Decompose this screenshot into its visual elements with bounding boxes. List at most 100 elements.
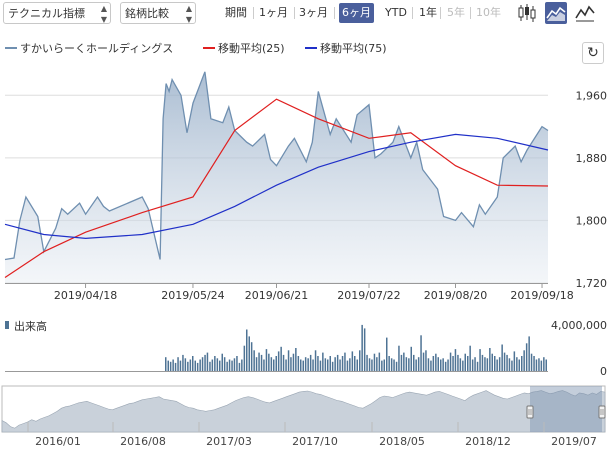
volume-bar — [523, 350, 525, 371]
volume-bar — [496, 359, 498, 371]
volume-bar — [246, 329, 248, 371]
volume-bar — [280, 346, 282, 371]
volume-bar — [226, 361, 228, 371]
period-3m[interactable]: 3ヶ月 — [299, 6, 328, 19]
price-y-axis: 1,720 1,800 1,880 1,960 — [576, 89, 608, 290]
navigator-tick-label: 2016/08 — [120, 435, 166, 448]
volume-bar — [511, 360, 513, 371]
volume-bar — [327, 359, 329, 371]
volume-bar — [513, 351, 516, 371]
volume-bar — [307, 358, 309, 371]
volume-bar — [300, 359, 302, 371]
period-1m[interactable]: 1ヶ月 — [259, 6, 288, 19]
volume-bar — [486, 358, 489, 371]
volume-bar — [363, 328, 366, 371]
ma75-legend-label: 移動平均(75) — [320, 41, 387, 55]
volume-bar — [432, 356, 435, 371]
period-5y: 5年 — [447, 6, 465, 19]
volume-bar — [528, 336, 530, 371]
volume-bar — [354, 356, 356, 371]
volume-bar — [194, 360, 196, 371]
volume-bar — [277, 351, 280, 371]
volume-bar — [366, 354, 368, 371]
volume-bar — [192, 356, 194, 371]
period-divider — [253, 7, 254, 19]
volume-bar — [206, 352, 209, 371]
volume-bar — [457, 354, 459, 371]
period-10y: 10年 — [476, 6, 501, 19]
volume-bar — [444, 361, 447, 371]
price-area — [5, 71, 548, 283]
volume-bar — [494, 356, 496, 371]
volume-bar — [408, 358, 410, 371]
volume-bar — [393, 359, 395, 371]
volume-bar — [199, 359, 201, 371]
volume-bar — [216, 358, 219, 371]
volume-tick-label: 0 — [600, 365, 607, 378]
x-tick-label: 2019/08/20 — [424, 289, 487, 302]
volume-bar — [467, 356, 469, 371]
candlestick-icon[interactable] — [516, 2, 538, 24]
period-divider — [294, 7, 295, 19]
volume-bar — [312, 359, 314, 371]
volume-bar — [425, 350, 427, 371]
volume-bar — [250, 342, 253, 371]
area-chart-icon[interactable] — [545, 2, 567, 24]
volume-bar — [533, 356, 535, 371]
volume-bar — [263, 359, 265, 371]
navigator-tick-label: 2017/10 — [292, 435, 338, 448]
volume-bar — [182, 354, 184, 371]
volume-bar — [356, 359, 358, 371]
stock-compare-select[interactable]: 銘柄比較 ▲ ▼ — [120, 2, 196, 24]
volume-bar — [287, 350, 290, 371]
volume-bar — [540, 360, 543, 371]
volume-bar — [179, 360, 182, 371]
select-arrows-icon: ▲ ▼ — [185, 4, 192, 24]
ma75-legend[interactable]: 移動平均(75) — [305, 41, 387, 55]
volume-bar — [383, 359, 385, 371]
volume-bar — [268, 353, 270, 371]
volume-bar — [464, 353, 466, 371]
line-chart-icon[interactable] — [574, 2, 596, 24]
volume-bar — [538, 358, 540, 371]
volume-bar — [209, 361, 211, 371]
volume-bar — [489, 348, 491, 371]
volume-bar — [275, 356, 277, 371]
volume-bar — [314, 350, 317, 371]
volume-bar — [223, 357, 226, 371]
refresh-button[interactable]: ↻ — [582, 42, 604, 64]
volume-bar — [545, 359, 547, 371]
technical-indicator-label: テクニカル指標 — [8, 7, 85, 20]
volume-bar — [317, 356, 319, 371]
volume-bar — [177, 357, 179, 371]
volume-bar — [462, 360, 464, 371]
volume-bar — [471, 359, 474, 371]
ma25-legend[interactable]: 移動平均(25) — [203, 41, 285, 55]
navigator-selection — [530, 386, 602, 432]
volume-bar — [373, 353, 376, 371]
price-legend[interactable]: すかいらーくホールディングス — [5, 41, 173, 55]
x-tick-label: 2019/06/21 — [245, 289, 308, 302]
volume-plot-area — [5, 324, 548, 372]
volume-bar — [543, 357, 545, 371]
volume-bar — [454, 349, 457, 371]
volume-bar — [484, 357, 486, 371]
price-x-axis: 2019/04/18 2019/05/24 2019/06/21 2019/07/22… — [54, 283, 574, 302]
volume-bar — [376, 357, 378, 371]
navigator-tick-label: 2017/03 — [206, 435, 252, 448]
navigator[interactable] — [1, 385, 606, 433]
period-1y[interactable]: 1年 — [419, 6, 437, 19]
volume-bar — [169, 361, 172, 371]
volume-bar — [398, 345, 400, 371]
period-ytd[interactable]: YTD — [385, 6, 407, 19]
technical-indicator-select[interactable]: テクニカル指標 ▲ ▼ — [3, 2, 111, 24]
period-6m[interactable]: 6ヶ月 — [339, 3, 374, 23]
volume-bar — [378, 352, 381, 371]
volume-bar — [442, 358, 444, 371]
volume-bar — [270, 357, 273, 371]
volume-bar — [219, 360, 221, 371]
volume-bar — [309, 354, 312, 371]
ma25-line — [4, 98, 549, 278]
volume-bar — [525, 343, 528, 371]
volume-bar — [331, 361, 334, 371]
